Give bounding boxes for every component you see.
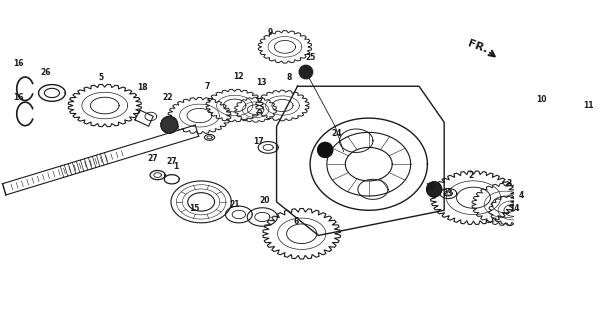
Text: 4: 4	[519, 191, 524, 200]
Text: 16: 16	[13, 59, 24, 68]
Circle shape	[161, 116, 178, 133]
Text: 7: 7	[204, 82, 210, 91]
Text: FR.: FR.	[466, 39, 489, 55]
Text: 9: 9	[267, 28, 273, 37]
Text: 14: 14	[509, 204, 520, 213]
Text: 15: 15	[189, 204, 200, 213]
Text: 10: 10	[536, 95, 547, 104]
Circle shape	[318, 142, 333, 157]
Text: 17: 17	[253, 137, 264, 146]
Text: 5: 5	[98, 73, 103, 82]
Text: 18: 18	[137, 84, 148, 92]
Text: 13: 13	[256, 78, 267, 87]
Text: 8: 8	[286, 73, 292, 82]
Text: 6: 6	[293, 217, 299, 226]
Text: 19: 19	[425, 183, 435, 192]
Text: 22: 22	[162, 93, 173, 102]
Text: 21: 21	[229, 200, 240, 209]
Circle shape	[299, 65, 313, 79]
Text: 2: 2	[468, 171, 474, 180]
Text: 24: 24	[332, 129, 342, 138]
Text: 11: 11	[583, 101, 593, 110]
Text: 28: 28	[612, 118, 613, 127]
Text: 1: 1	[173, 162, 178, 171]
Circle shape	[427, 182, 441, 197]
Text: 12: 12	[233, 72, 243, 81]
Text: 26: 26	[40, 68, 50, 76]
Text: 3: 3	[507, 179, 512, 188]
Text: 23: 23	[443, 189, 453, 198]
Text: 25: 25	[305, 53, 315, 62]
Text: 27: 27	[147, 154, 158, 163]
Text: 27: 27	[167, 157, 177, 166]
Text: 20: 20	[259, 196, 270, 205]
Text: 16: 16	[13, 93, 24, 102]
